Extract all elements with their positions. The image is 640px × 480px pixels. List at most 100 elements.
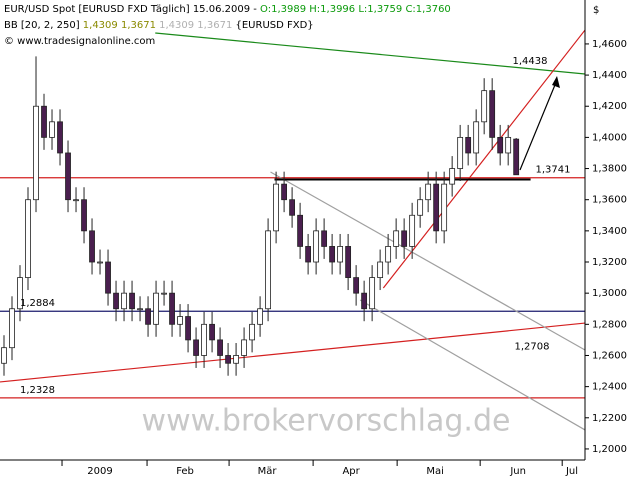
- candle-body: [513, 138, 520, 176]
- candle-body: [345, 246, 352, 278]
- candle-body: [433, 183, 440, 232]
- candle-body: [17, 277, 23, 310]
- y-tick-label: 1,3800: [592, 164, 627, 175]
- candle-body: [41, 105, 47, 138]
- candle-body: [9, 308, 15, 349]
- candle-body: [321, 230, 328, 247]
- candle-body: [97, 261, 103, 264]
- candle-body: [65, 152, 71, 201]
- candle-body: [257, 308, 263, 325]
- candle-body: [313, 230, 320, 263]
- y-tick-label: 1,3000: [592, 288, 627, 299]
- candle-body: [209, 323, 215, 341]
- trend-line: [270, 171, 586, 351]
- y-tick-label: 1,2600: [592, 350, 627, 361]
- candle-body: [353, 277, 360, 294]
- candle-body: [241, 339, 247, 356]
- trend-line: [155, 32, 586, 75]
- candle-body: [289, 199, 295, 216]
- x-tick-label: Jun: [509, 466, 526, 477]
- indicator-values: 1,4309 1,3671: [83, 20, 156, 31]
- candle-body: [121, 292, 127, 310]
- candle-body: [217, 339, 223, 356]
- candle-body: [193, 339, 199, 356]
- candle-body: [281, 183, 287, 201]
- title: EUR/USD Spot [EURUSD FXD Täglich] 15.06.…: [4, 4, 260, 15]
- y-tick-label: 1,2000: [592, 444, 627, 455]
- indicator-symbol: {EURUSD FXD}: [236, 20, 314, 31]
- candle-body: [177, 316, 183, 325]
- y-tick-label: 1,3200: [592, 257, 627, 268]
- currency: $: [593, 5, 599, 16]
- candle-body: [393, 230, 400, 247]
- candle-body: [297, 214, 304, 247]
- x-tick-label: Feb: [176, 466, 194, 477]
- copyright: © www.tradesignalonline.com: [4, 36, 155, 47]
- candle-body: [201, 323, 207, 356]
- candle-body: [161, 292, 167, 295]
- candle-body: [225, 355, 231, 364]
- trend-line: [382, 29, 586, 289]
- header: EUR/USD Spot [EURUSD FXD Täglich] 15.06.…: [4, 4, 451, 15]
- candle-body: [1, 347, 7, 364]
- candle-body: [401, 230, 408, 247]
- candle-body: [449, 168, 456, 185]
- y-tick-label: 1,4000: [592, 132, 627, 143]
- arrow-head: [552, 76, 560, 88]
- candle-body: [73, 199, 79, 202]
- indicator-line: BB [20, 2, 250] 1,4309 1,3671 1,4309 1,3…: [4, 20, 314, 31]
- candle-body: [153, 292, 159, 325]
- level-label: 1,2328: [20, 385, 55, 396]
- candle-body: [505, 136, 512, 154]
- candle-body: [497, 136, 504, 154]
- candle-body: [265, 230, 271, 310]
- indicator-values-faint: 1,4309 1,3671: [159, 20, 232, 31]
- level-label: 1,3741: [536, 165, 571, 176]
- level-label: 1,2884: [20, 298, 55, 309]
- candle-body: [361, 292, 368, 310]
- candle-body: [249, 323, 255, 341]
- y-tick-label: 1,4400: [592, 70, 627, 81]
- candle-body: [273, 183, 279, 232]
- y-tick-label: 1,2200: [592, 413, 627, 424]
- candle-body: [129, 292, 135, 310]
- candle-body: [57, 121, 63, 154]
- candle-body: [233, 355, 239, 364]
- candle-body: [81, 199, 87, 232]
- candle-body: [337, 246, 344, 263]
- candle-body: [417, 199, 424, 216]
- candle-body: [465, 136, 472, 154]
- candle-body: [113, 292, 119, 310]
- y-tick-label: 1,4200: [592, 101, 627, 112]
- candle-body: [369, 277, 376, 310]
- y-tick-label: 1,2800: [592, 319, 627, 330]
- level-label: 1,2708: [515, 342, 550, 353]
- ohlc: O:1,3989 H:1,3996 L:1,3759 C:1,3760: [260, 4, 451, 15]
- watermark: www.brokervorschlag.de: [142, 404, 511, 439]
- x-tick-label: Mai: [426, 466, 444, 477]
- candle-body: [425, 183, 432, 201]
- level-label: 1,4438: [513, 56, 548, 67]
- candle-body: [305, 246, 312, 263]
- candle-body: [489, 90, 496, 138]
- candle-body: [409, 214, 416, 247]
- candle-body: [89, 230, 95, 263]
- y-tick-label: 1,2400: [592, 382, 627, 393]
- y-tick-label: 1,3400: [592, 226, 627, 237]
- arrow: [519, 79, 558, 171]
- indicator: BB [20, 2, 250]: [4, 20, 80, 31]
- trend-line: [359, 299, 586, 431]
- candle-body: [25, 199, 31, 278]
- candle-body: [481, 90, 488, 123]
- candle-body: [385, 246, 392, 263]
- x-tick-label: 2009: [87, 466, 112, 477]
- candle-body: [105, 261, 111, 294]
- candle-body: [185, 316, 191, 341]
- candle-body: [137, 308, 143, 311]
- y-tick-label: 1,3600: [592, 195, 627, 206]
- trend-line: [0, 322, 586, 383]
- candle-body: [473, 121, 480, 154]
- candle-body: [33, 105, 39, 201]
- candle-body: [457, 136, 464, 169]
